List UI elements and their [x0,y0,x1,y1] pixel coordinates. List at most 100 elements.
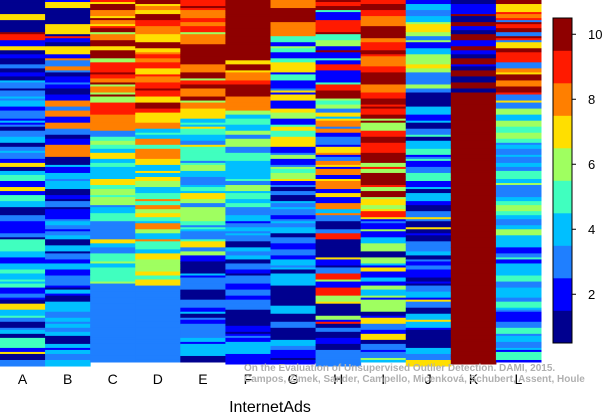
heatmap-cell [270,357,317,361]
heatmap-cell [450,144,497,150]
heatmap-cell [360,201,407,206]
heatmap-cell [180,261,226,264]
heatmap-cell [135,120,181,124]
heatmap-cell [135,265,181,272]
heatmap-cell [90,343,136,351]
heatmap-cell [45,82,91,85]
heatmap-cell [360,28,407,31]
heatmap-cell [135,333,181,337]
heatmap-cell [90,148,136,154]
heatmap-cell [180,341,226,345]
heatmap-cell [0,351,46,355]
heatmap-cell [90,329,136,335]
x-axis-label: InternetAds [229,399,311,413]
heatmap-cell [90,285,136,291]
heatmap-cell [0,299,46,305]
heatmap-cell [135,285,181,289]
heatmap-cell [135,148,181,156]
heatmap-cell [405,110,452,116]
heatmap-cell [450,317,497,323]
heatmap-cell [45,301,91,307]
heatmap-cell [495,114,542,122]
heatmap-cell [135,164,181,172]
heatmap-cell [225,247,271,252]
heatmap-cell [405,166,452,174]
heatmap-cell [135,44,181,49]
heatmap-cell [225,207,271,212]
heatmap-cell [315,156,362,162]
column-labels: A B C D E F G H I J K L [18,371,523,387]
heatmap-cell [405,319,452,323]
heatmap-cell [315,142,362,146]
heatmap-cell [450,50,497,55]
heatmap-cell [90,66,136,73]
heatmap-cell [495,331,542,335]
heatmap-cell [135,176,181,182]
heatmap-cell [0,54,46,59]
heatmap-cell [315,319,362,323]
heatmap-cell [225,333,271,337]
heatmap-cell [0,152,46,160]
heatmap-cell [315,295,362,299]
heatmap-cell [450,14,497,17]
heatmap-cell [270,221,317,224]
heatmap-cell [495,269,542,277]
heatmap-cell [405,217,452,220]
heatmap-cell [90,118,136,124]
heatmap-cell [180,6,226,9]
heatmap-cell [315,132,362,138]
heatmap-cell [315,178,362,182]
heatmap-cell [90,58,136,63]
heatmap-cell [495,20,542,23]
heatmap-cell [270,136,317,144]
heatmap-cell [495,144,542,150]
heatmap-cell [135,108,181,114]
heatmap-cell [450,247,497,254]
heatmap-cell [270,337,317,341]
heatmap-cell [405,307,452,315]
heatmap-cell [135,138,181,146]
heatmap-cell [315,357,362,361]
heatmap-cell [0,283,46,289]
heatmap-cell [0,321,46,329]
heatmap-cell [0,279,46,283]
heatmap-cell [225,134,271,140]
heatmap-cell [315,104,362,110]
heatmap-cell [405,148,452,156]
heatmap-cell [180,213,226,218]
heatmap-cell [135,221,181,224]
heatmap-cell [45,191,91,196]
heatmap-cell [180,193,226,200]
heatmap-cell [135,26,181,33]
heatmap-cell [135,132,181,136]
heatmap-cell [135,4,181,7]
heatmap-cell [495,166,542,172]
heatmap-cell [225,241,271,248]
heatmap-cell [270,339,317,347]
heatmap-cell [90,86,136,94]
heatmap-cell [180,44,226,49]
heatmap-cell [45,72,91,77]
heatmap-cell [405,229,452,234]
heatmap-cell [90,34,136,41]
heatmap-cell [360,209,407,212]
heatmap-cell [450,98,497,106]
heatmap-cell [270,285,317,289]
heatmap-cell [0,32,46,35]
heatmap-column-K [450,0,497,365]
heatmap-cell [270,273,317,281]
heatmap-cell [135,349,181,357]
heatmap-cell [45,305,91,313]
heatmap-cell [0,124,46,128]
heatmap-cell [495,219,542,226]
heatmap-cell [450,321,497,329]
heatmap-cell [135,253,181,260]
heatmap-cell [0,120,46,124]
heatmap-cell [315,20,362,27]
watermark-line-1: On the Evaluation of Unsupervised Outlie… [244,363,555,374]
heatmap-cell [225,106,271,112]
column-label-F: F [244,371,253,387]
column-label-L: L [515,371,523,387]
heatmap-cell [180,255,226,262]
heatmap-cell [270,227,317,234]
